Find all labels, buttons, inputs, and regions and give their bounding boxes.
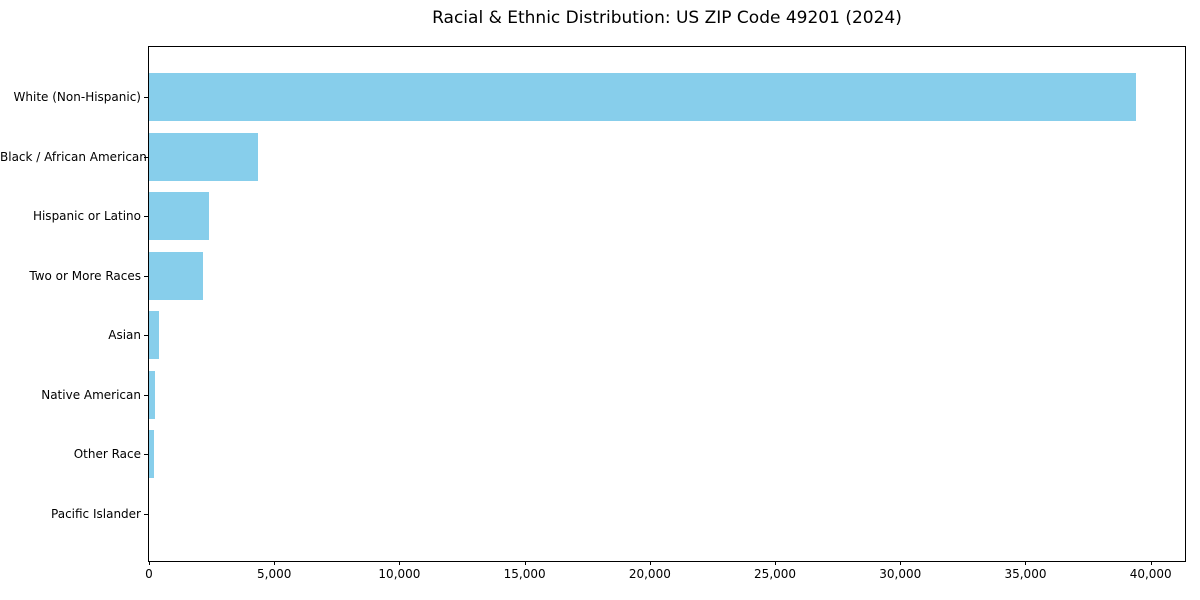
x-tick-label-0: 0 [145,567,153,581]
y-tick-mark [144,216,148,217]
y-tick-mark [144,394,148,396]
bar-native-american [149,370,156,419]
bar-white-non-hispanic [149,73,1136,121]
y-tick-label-hispanic-or-latino: Hispanic or Latino [32,209,141,223]
y-tick-mark [144,275,148,277]
y-tick-label-two-or-more-races: Two or More Races [29,268,141,283]
x-tick-label-25-000: 25,000 [754,567,797,581]
x-tick-label-15-000: 15,000 [503,567,546,581]
bars-layer [149,47,1185,561]
bar-black-african-american [149,132,258,181]
x-tick-mark [524,561,526,565]
x-tick-mark [775,561,777,565]
y-tick-label-other-race: Other Race [73,447,141,461]
y-tick-mark [144,513,148,515]
x-tick-label-20-000: 20,000 [628,567,671,581]
y-tick-label-native-american: Native American [41,387,141,402]
bar-hispanic-or-latino [149,192,210,240]
bar-other-race [149,430,154,478]
y-tick-mark [144,454,148,455]
y-tick-mark [144,97,148,98]
bar-two-or-more-races [149,251,203,300]
x-tick-mark [1025,561,1027,565]
y-tick-label-white-non-hispanic: White (Non-Hispanic) [13,90,141,104]
y-tick-label-asian: Asian [108,328,141,342]
y-tick-mark [144,156,148,158]
bar-asian [149,311,160,359]
x-tick-mark [399,561,401,565]
y-tick-mark [144,335,148,336]
x-tick-label-5-000: 5,000 [257,567,292,581]
x-tick-mark [649,561,651,565]
x-tick-mark [1150,561,1152,565]
plot-area [148,46,1186,562]
x-tick-label-10-000: 10,000 [378,567,421,581]
x-tick-label-30-000: 30,000 [879,567,922,581]
y-tick-label-pacific-islander: Pacific Islander [51,506,141,521]
x-tick-mark [900,561,902,565]
x-tick-label-40-000: 40,000 [1129,567,1172,581]
chart-title: Racial & Ethnic Distribution: US ZIP Cod… [432,8,902,28]
x-tick-mark [274,561,276,565]
y-tick-label-black-african-american: Black / African American [0,149,147,164]
x-tick-label-35-000: 35,000 [1004,567,1047,581]
x-tick-mark [149,561,150,565]
